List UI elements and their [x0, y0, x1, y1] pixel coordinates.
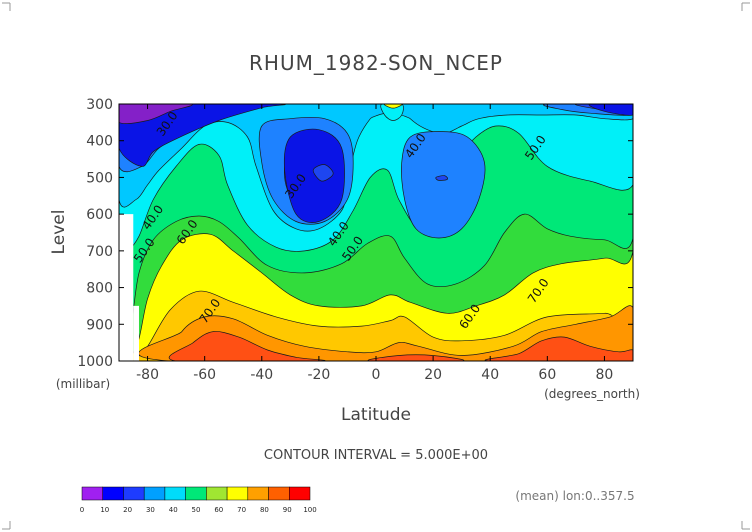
chart-title: RHUM_1982-SON_NCEP: [249, 51, 503, 75]
x-tick-label: 20: [424, 367, 442, 383]
x-tick-label: -80: [136, 367, 159, 383]
contour-band-30-east: [401, 131, 486, 239]
colorbar-label: 50: [192, 506, 201, 514]
colorbar-label: 70: [237, 506, 246, 514]
x-axis-label: Latitude: [341, 405, 411, 425]
contour-band-80-north: [484, 336, 633, 361]
contour-band-75: [138, 305, 633, 361]
contour-r20-1: [283, 128, 345, 223]
axes: -80 -60 -40 -20 0 20 40 60 80 300 400 500 600 700 800 9…: [77, 97, 633, 383]
x-tick-label: -60: [193, 367, 216, 383]
colorbar-label: 0: [80, 506, 84, 514]
x-tick-label: 80: [596, 367, 614, 383]
contour-band-40: [119, 104, 633, 263]
x-tick-label: 60: [538, 367, 556, 383]
contour-band-40-north-core: [380, 104, 404, 121]
colorbar-label: 40: [169, 506, 178, 514]
colorbar-label: 20: [123, 506, 132, 514]
colorbar-label: 10: [100, 506, 109, 514]
y-tick-label: 600: [86, 207, 113, 223]
colorbar-label: 60: [214, 506, 223, 514]
x-tick-label: 0: [372, 367, 381, 383]
contour-band-60-north-top: [383, 104, 403, 109]
colorbar-swatch: [206, 486, 228, 501]
colorbar-swatch: [102, 486, 124, 501]
colorbar-swatch: [247, 486, 269, 501]
contour-r25-1: [435, 175, 448, 181]
y-tick-label: 400: [86, 134, 113, 150]
missing-data-mask: [133, 305, 139, 361]
colorbar-swatch: [164, 486, 186, 501]
colorbar-swatch: [289, 486, 311, 501]
colorbar-swatch: [268, 486, 290, 501]
colorbar-label: 30: [146, 506, 155, 514]
y-tick-label: 700: [86, 244, 113, 260]
x-tick-label: -40: [250, 367, 273, 383]
contour-interval-text: CONTOUR INTERVAL = 5.000E+00: [264, 448, 488, 463]
contour-r25-0: [312, 164, 334, 182]
x-axis-unit: (degrees_north): [544, 387, 640, 401]
y-tick-label: 300: [86, 97, 113, 113]
colorbar-swatch: [226, 486, 249, 501]
plot-area: 30.030.040.050.060.0 40.050.070.040.0 50.0…: [118, 103, 634, 362]
region-text: (mean) lon:0..357.5: [515, 489, 634, 503]
colorbar-label: 100: [303, 506, 316, 514]
colorbar-label: 90: [283, 506, 292, 514]
y-tick-label: 800: [86, 281, 113, 297]
x-tick-label: 40: [481, 367, 499, 383]
contour-band-80-equator: [367, 354, 465, 361]
contour-r15-0: [119, 104, 193, 124]
colorbar-swatch: [185, 486, 207, 501]
colorbar-label: 80: [260, 506, 269, 514]
colorbar: 0 10 20 30 40 50 60 70 80 90 100: [80, 486, 317, 514]
y-axis-unit: (millibar): [56, 377, 110, 391]
y-tick-label: 500: [86, 170, 113, 186]
colorbar-swatch: [143, 486, 166, 501]
colorbar-swatch: [123, 486, 145, 501]
x-tick-label: -20: [307, 367, 330, 383]
y-tick-label: 1000: [77, 354, 113, 370]
colorbar-swatch: [81, 486, 103, 501]
contour-band-80-south: [168, 331, 326, 361]
y-tick-label: 900: [86, 317, 113, 333]
contour-r20-0: [119, 104, 286, 167]
y-axis-label: Level: [49, 210, 69, 255]
contour-r20-2: [588, 104, 633, 116]
